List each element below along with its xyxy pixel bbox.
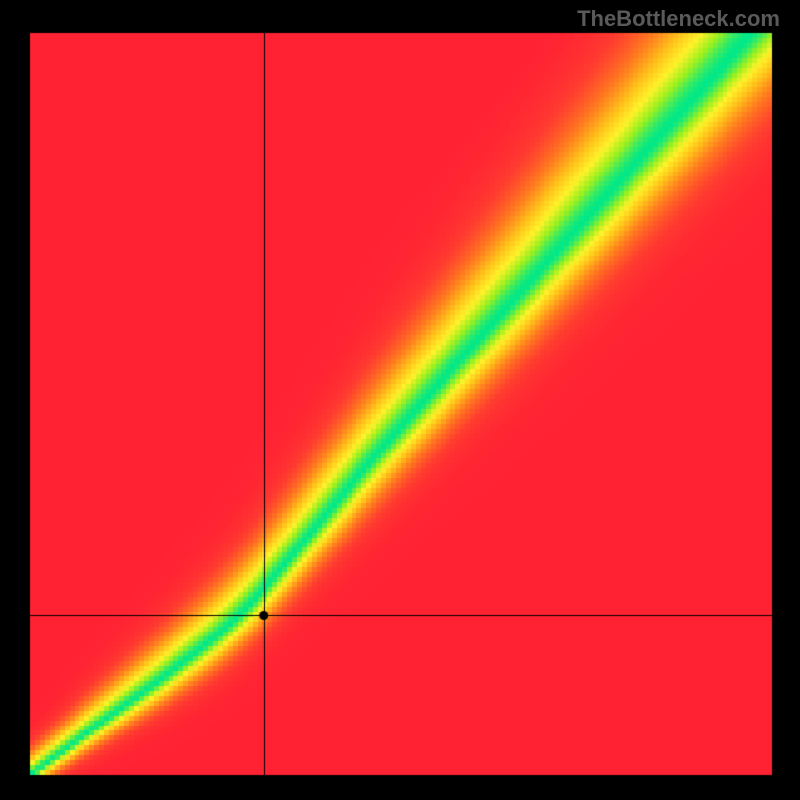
watermark-text: TheBottleneck.com: [577, 6, 780, 32]
bottleneck-heatmap-canvas: [0, 0, 800, 800]
